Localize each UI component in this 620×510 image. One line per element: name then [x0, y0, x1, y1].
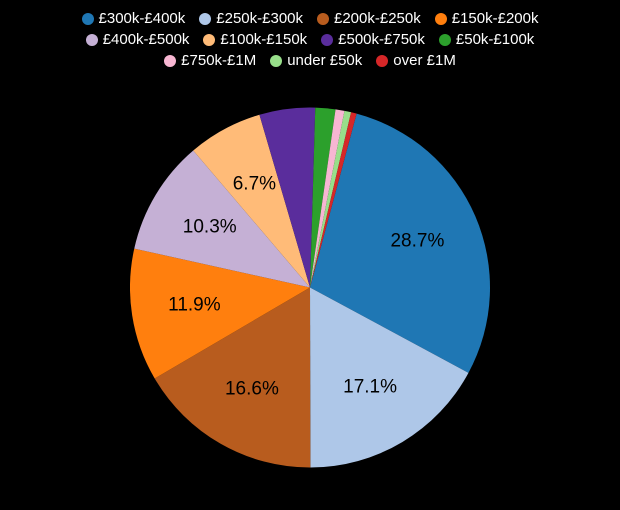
slice-label: 11.9% — [168, 295, 220, 317]
slice-label: 28.7% — [390, 230, 444, 252]
legend-item: £100k-£150k — [203, 31, 307, 48]
legend-item: £300k-£400k — [82, 10, 186, 27]
legend-dot — [199, 13, 211, 25]
legend-dot — [317, 13, 329, 25]
legend-dot — [435, 13, 447, 25]
legend-item: £200k-£250k — [317, 10, 421, 27]
legend-label: £400k-£500k — [103, 31, 190, 48]
legend-dot — [439, 34, 451, 46]
legend-label: £500k-£750k — [338, 31, 425, 48]
slice-label: 16.6% — [225, 378, 279, 400]
legend-label: £300k-£400k — [99, 10, 186, 27]
legend-item: £500k-£750k — [321, 31, 425, 48]
slice-label: 10.3% — [183, 216, 237, 238]
legend-item: £150k-£200k — [435, 10, 539, 27]
legend-item: under £50k — [270, 52, 362, 69]
legend-dot — [203, 34, 215, 46]
legend-label: over £1M — [393, 52, 456, 69]
legend-item: over £1M — [376, 52, 456, 69]
legend-item: £400k-£500k — [86, 31, 190, 48]
legend-item: £250k-£300k — [199, 10, 303, 27]
legend-dot — [164, 55, 176, 67]
legend-item: £750k-£1M — [164, 52, 256, 69]
legend-item: £50k-£100k — [439, 31, 534, 48]
chart-legend: £300k-£400k £250k-£300k £200k-£250k £150k-£… — [0, 0, 620, 79]
legend-dot — [321, 34, 333, 46]
legend-label: £150k-£200k — [452, 10, 539, 27]
legend-label: £200k-£250k — [334, 10, 421, 27]
legend-dot — [270, 55, 282, 67]
legend-dot — [376, 55, 388, 67]
pie-svg — [130, 108, 490, 468]
pie-chart: 28.7% 17.1% 16.6% 11.9% 10.3% 6.7% — [130, 108, 490, 473]
slice-label: 6.7% — [233, 174, 276, 196]
legend-label: £100k-£150k — [220, 31, 307, 48]
legend-dot — [86, 34, 98, 46]
legend-label: £50k-£100k — [456, 31, 534, 48]
slice-label: 17.1% — [343, 377, 397, 399]
legend-label: £250k-£300k — [216, 10, 303, 27]
legend-label: under £50k — [287, 52, 362, 69]
legend-dot — [82, 13, 94, 25]
legend-label: £750k-£1M — [181, 52, 256, 69]
